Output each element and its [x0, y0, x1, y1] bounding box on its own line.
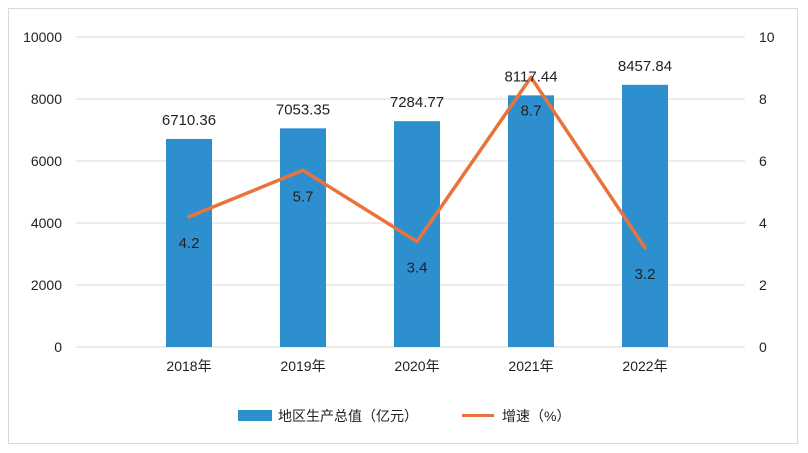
legend-bar-swatch — [238, 410, 272, 421]
line-value-label: 4.2 — [179, 235, 200, 252]
bar — [508, 95, 554, 347]
y-left-tick-label: 2000 — [31, 277, 62, 293]
bar — [166, 138, 212, 347]
y-right-tick-label: 6 — [759, 153, 767, 169]
y-right-tick-label: 2 — [759, 277, 767, 293]
y-right-tick-label: 10 — [759, 29, 775, 45]
line-point — [643, 246, 647, 250]
x-tick-label: 2019年 — [280, 358, 325, 374]
y-axis-left: 0 2000 4000 6000 8000 10000 — [23, 29, 62, 355]
bar-data-labels: 6710.36 7053.35 7284.77 8117.44 8457.84 — [162, 58, 672, 129]
bar-value-label: 8457.84 — [618, 58, 672, 75]
y-left-tick-label: 6000 — [31, 153, 62, 169]
y-axis-right: 0 2 4 6 8 10 — [759, 29, 775, 355]
y-right-tick-label: 8 — [759, 91, 767, 107]
x-tick-label: 2021年 — [508, 358, 553, 374]
y-right-tick-label: 4 — [759, 215, 767, 231]
x-tick-label: 2018年 — [166, 358, 211, 374]
line-value-label: 3.2 — [635, 266, 656, 283]
line-point — [301, 168, 305, 172]
legend-line-label: 增速（%） — [502, 408, 570, 424]
bar-value-label: 7053.35 — [276, 101, 330, 118]
line-value-label: 3.4 — [407, 260, 428, 277]
bar-value-label: 8117.44 — [504, 68, 557, 85]
line-point — [529, 75, 533, 79]
legend: 地区生产总值（亿元） 增速（%） — [238, 408, 570, 424]
bar-value-label: 6710.36 — [162, 112, 216, 129]
bar-value-label: 7284.77 — [390, 94, 444, 111]
bar — [622, 84, 668, 348]
x-tick-label: 2022年 — [622, 358, 667, 374]
line-point — [415, 240, 419, 244]
y-left-tick-label: 4000 — [31, 215, 62, 231]
bar — [394, 121, 440, 348]
line-series — [187, 75, 647, 250]
line-value-label: 8.7 — [521, 102, 542, 119]
y-left-tick-label: 0 — [54, 339, 62, 355]
y-right-tick-label: 0 — [759, 339, 767, 355]
line-value-label: 5.7 — [293, 188, 314, 205]
x-tick-label: 2020年 — [394, 358, 439, 374]
line-point — [187, 215, 191, 219]
y-left-tick-label: 10000 — [23, 29, 62, 45]
x-axis: 2018年 2019年 2020年 2021年 2022年 — [166, 358, 667, 374]
bar-series — [166, 84, 668, 348]
legend-bar-label: 地区生产总值（亿元） — [278, 408, 418, 424]
y-left-tick-label: 8000 — [31, 91, 62, 107]
line-data-labels: 4.2 5.7 3.4 8.7 3.2 — [179, 102, 656, 282]
bar — [280, 128, 326, 347]
